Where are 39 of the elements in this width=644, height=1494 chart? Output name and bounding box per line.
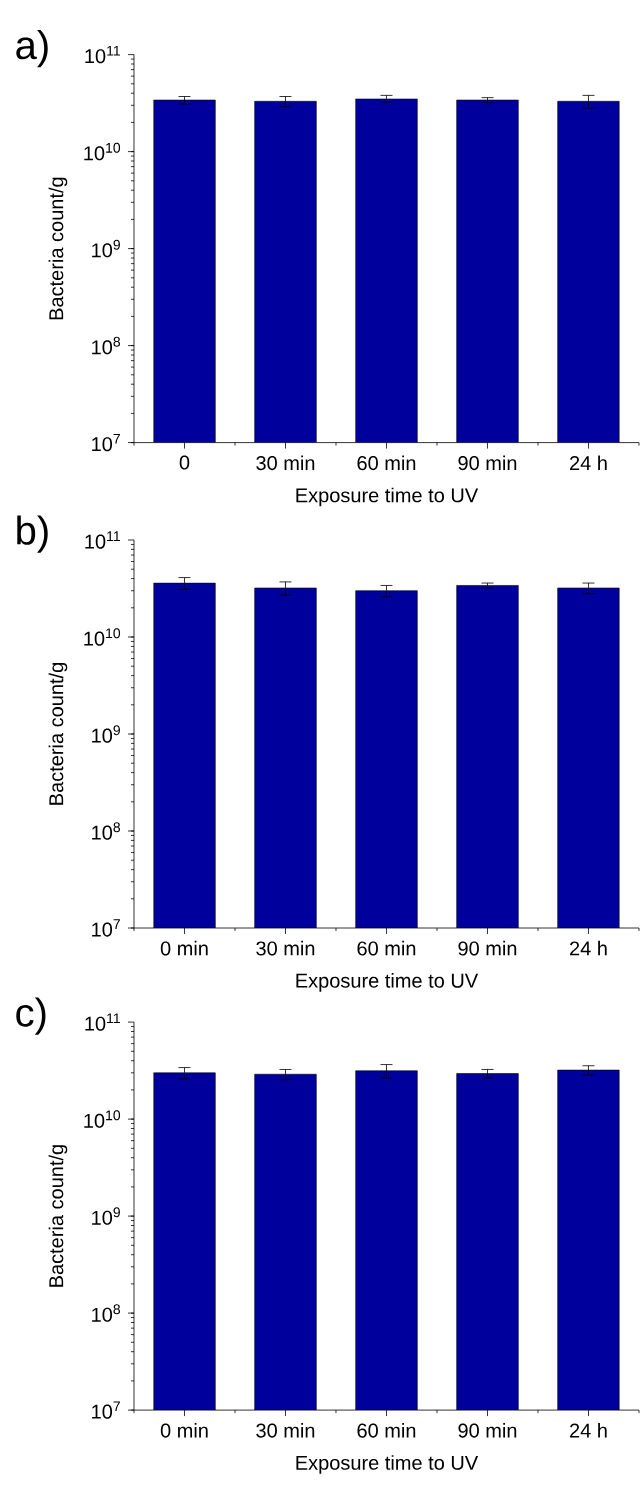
y-tick-label: 10$^{9}$: [92, 725, 120, 743]
x-tick-label: 60 min: [357, 940, 416, 956]
y-tick-label: 10$^{7}$: [92, 1401, 120, 1419]
y-tick-label: 10$^{7}$: [92, 919, 120, 937]
y-axis-title: Bacteria count/g: [48, 663, 68, 805]
x-tick-label: 0 min: [160, 1422, 208, 1438]
x-tick-label: 24 h: [570, 455, 607, 470]
x-tick-label: 30 min: [256, 1422, 315, 1438]
y-tick-label: 10$^{11}$: [85, 1013, 120, 1031]
chart-title: c): [16, 997, 46, 1035]
y-tick-label: 10$^{7}$: [92, 433, 120, 452]
x-tick-label: 30 min: [256, 940, 315, 956]
x-axis-title: Exposure time to UV: [296, 487, 479, 507]
y-tick-label: 10$^{8}$: [92, 822, 121, 840]
chart-title: b): [17, 515, 48, 553]
y-tick-label: 10$^{9}$: [92, 1207, 120, 1225]
x-tick-label: 0: [179, 455, 190, 470]
y-axis-title: Bacteria count/g: [48, 1145, 68, 1287]
y-axis-title: Bacteria count/g: [48, 177, 68, 320]
x-tick-label: 24 h: [570, 1422, 607, 1438]
y-tick-label: 10$^{10}$: [84, 142, 121, 161]
y-tick-label: 10$^{8}$: [92, 336, 121, 355]
x-tick-label: 90 min: [458, 1422, 517, 1438]
x-tick-label: 30 min: [256, 455, 315, 471]
x-tick-label: 24 h: [570, 940, 607, 956]
y-tick-label: 10$^{10}$: [84, 1110, 121, 1128]
x-tick-label: 60 min: [357, 455, 416, 471]
chart-title: a): [16, 29, 48, 68]
x-tick-label: 90 min: [458, 940, 517, 956]
x-tick-label: 60 min: [357, 1422, 416, 1438]
y-tick-label: 10$^{9}$: [92, 239, 120, 258]
x-axis-title: Exposure time to UV: [296, 973, 479, 992]
x-tick-label: 90 min: [458, 455, 517, 471]
x-axis-title: Exposure time to UV: [296, 1455, 479, 1474]
y-tick-label: 10$^{10}$: [84, 628, 121, 646]
y-tick-label: 10$^{11}$: [85, 45, 120, 64]
x-tick-label: 0 min: [160, 940, 208, 956]
y-tick-label: 10$^{8}$: [92, 1304, 121, 1322]
y-tick-label: 10$^{11}$: [85, 531, 120, 549]
